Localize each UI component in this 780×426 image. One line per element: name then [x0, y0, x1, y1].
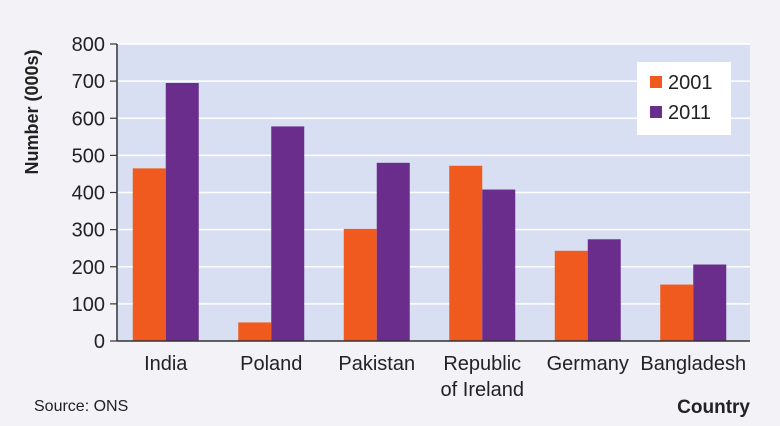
legend-swatch-2011 — [650, 106, 662, 118]
bar-2001-2 — [343, 228, 377, 341]
y-tick-label: 0 — [94, 331, 105, 353]
legend: 2001 2011 — [637, 62, 731, 135]
x-category-label: Pakistan — [338, 353, 415, 375]
y-tick-labels: 0 100 200 300 400 500 600 700 800 — [72, 34, 105, 353]
bar-2001-5 — [660, 284, 694, 341]
y-tick-label: 400 — [72, 183, 105, 205]
legend-label-2011: 2011 — [668, 102, 711, 124]
y-tick-label: 500 — [72, 145, 105, 167]
x-category-label: Republic — [443, 353, 521, 375]
x-category-label: Germany — [547, 353, 629, 375]
bar-2001-0 — [132, 168, 166, 341]
y-tick-label: 800 — [72, 34, 105, 56]
y-tick-label: 600 — [72, 108, 105, 130]
x-category-label: India — [144, 353, 188, 375]
source-note: Source: ONS — [34, 398, 128, 415]
bar-2011-3 — [482, 189, 516, 341]
bar-2011-2 — [376, 162, 410, 341]
x-category-label: of Ireland — [441, 379, 524, 401]
bar-2011-4 — [587, 239, 621, 341]
y-tick-label: 700 — [72, 71, 105, 93]
x-category-label: Poland — [240, 353, 302, 375]
y-axis-label: Number (000s) — [22, 49, 42, 174]
gridlines — [110, 43, 750, 342]
x-axis-label: Country — [677, 397, 750, 418]
x-category-labels: India Poland Pakistan Republic of Ireland Ger… — [144, 353, 746, 401]
bar-2001-4 — [554, 250, 588, 341]
bar-2011-0 — [165, 82, 199, 341]
bar-2001-3 — [449, 165, 483, 341]
y-tick-label: 300 — [72, 220, 105, 242]
bars — [132, 82, 727, 341]
x-category-label: Bangladesh — [640, 353, 746, 375]
bar-2011-1 — [271, 126, 305, 341]
bar-2011-5 — [693, 264, 727, 341]
legend-label-2001: 2001 — [668, 72, 713, 94]
legend-swatch-2001 — [650, 76, 662, 88]
bar-2001-1 — [238, 322, 272, 341]
y-tick-label: 200 — [72, 257, 105, 279]
axes — [116, 44, 750, 342]
y-tick-label: 100 — [72, 294, 105, 316]
legend-box — [637, 62, 731, 135]
